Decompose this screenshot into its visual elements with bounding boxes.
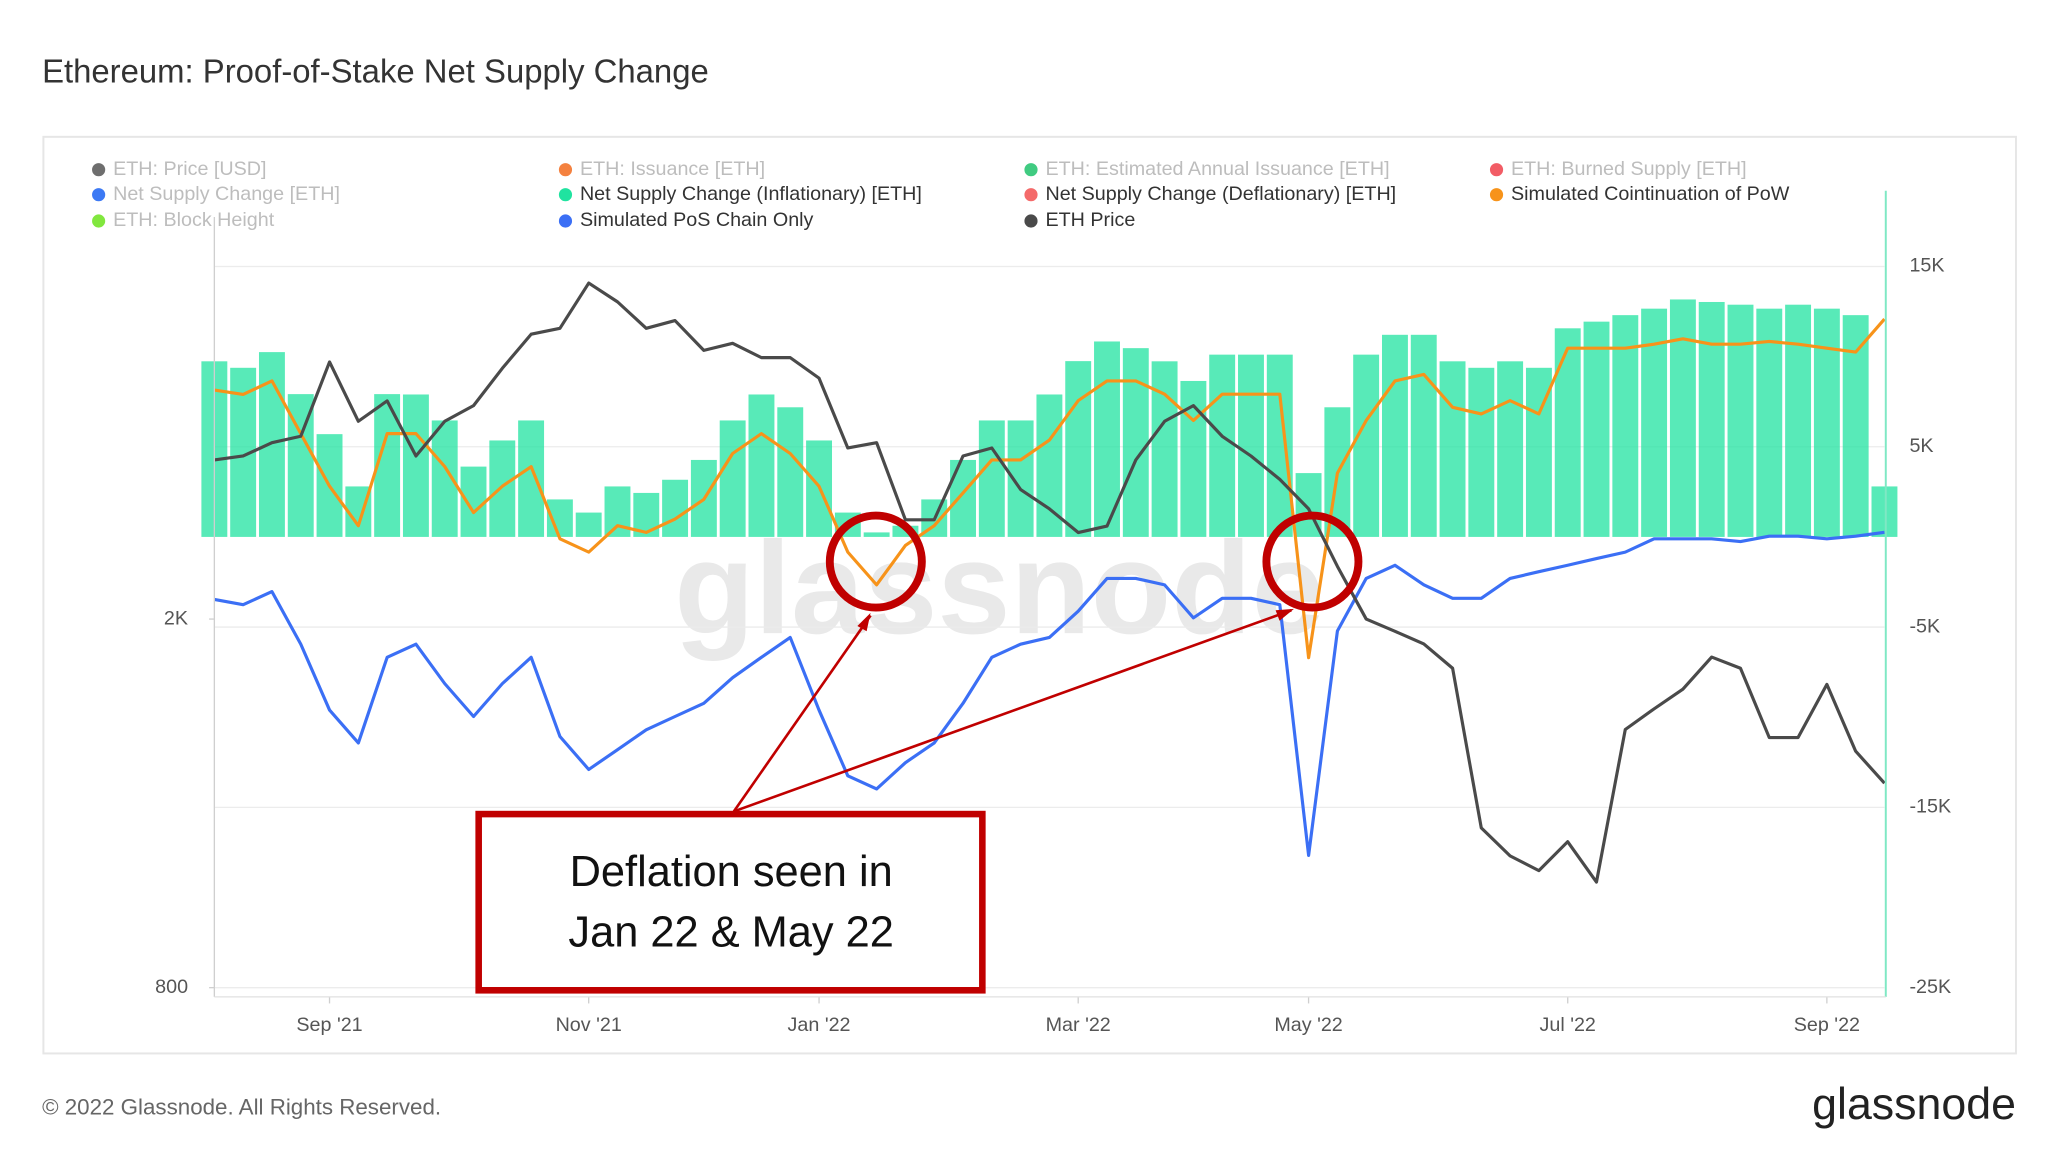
highlight-circle	[825, 511, 926, 612]
legend-label: ETH Price	[1045, 209, 1135, 231]
annotation-text: Jan 22 & May 22	[568, 909, 894, 957]
legend-swatch	[558, 163, 573, 177]
legend-swatch	[1489, 188, 1504, 202]
bar	[402, 394, 429, 537]
bar	[748, 394, 775, 537]
bar	[950, 459, 976, 537]
y2-tick-label: 15K	[1909, 255, 1944, 277]
legend-swatch	[558, 214, 573, 228]
annotation-group: Deflation seen in Jan 22 & May 22	[475, 511, 1363, 994]
bar	[1353, 354, 1380, 537]
legend-label: Simulated Cointinuation of PoW	[1511, 183, 1790, 205]
x-tick-label: Sep '21	[296, 1014, 362, 1036]
bar	[1842, 315, 1869, 537]
bar	[460, 466, 487, 537]
bar	[1554, 328, 1581, 537]
bar	[1266, 354, 1293, 537]
bar	[1468, 367, 1495, 537]
bar	[863, 532, 890, 537]
bar	[1065, 361, 1092, 537]
x-tick-label: Jan '22	[788, 1014, 851, 1036]
y-tick-label: 800	[155, 976, 188, 998]
legend-label: ETH: Issuance [ETH]	[580, 158, 765, 180]
x-tick-label: Jul '22	[1540, 1014, 1596, 1036]
bar	[1756, 308, 1783, 537]
x-tick-label: Sep '22	[1794, 1014, 1860, 1036]
bar	[575, 512, 602, 537]
plot-area: -25K -15K -5K 5K 15K 800 2K Sep '21 Nov '21 Jan '…	[155, 255, 1951, 1036]
legend-label: ETH: Block Height	[113, 209, 275, 231]
bar	[1727, 304, 1754, 537]
y2-tick-label: -25K	[1909, 976, 1951, 998]
bar	[662, 479, 689, 537]
y2-tick-label: -15K	[1909, 796, 1951, 818]
bar	[777, 407, 804, 537]
legend-swatch	[92, 163, 106, 177]
x-tick-label: May '22	[1274, 1014, 1342, 1036]
arrow	[733, 609, 1292, 813]
legend-swatch	[1024, 214, 1038, 228]
logo: glassnode	[1812, 1080, 2016, 1129]
arrow	[732, 614, 872, 813]
legend-label: Net Supply Change (Inflationary) [ETH]	[580, 183, 922, 205]
bar	[1410, 334, 1437, 537]
bar	[978, 420, 1005, 537]
bar	[1209, 354, 1236, 537]
legend-label: Simulated PoS Chain Only	[580, 209, 814, 231]
legend-swatch	[92, 188, 106, 202]
line	[214, 318, 1886, 660]
bar	[489, 440, 516, 537]
bar	[1669, 299, 1696, 537]
x-tick-label: Nov '21	[556, 1014, 622, 1036]
legend-swatch	[558, 188, 573, 202]
bar	[1813, 308, 1840, 537]
bar	[1583, 321, 1610, 537]
annotation-text: Deflation seen in	[570, 848, 893, 896]
legend-swatch	[92, 214, 106, 228]
chart-title: Ethereum: Proof-of-Stake Net Supply Chan…	[42, 52, 709, 89]
bar	[518, 420, 545, 537]
legend-label: ETH: Estimated Annual Issuance [ETH]	[1045, 158, 1389, 180]
bar	[1036, 394, 1063, 537]
line	[214, 281, 1886, 884]
legend-swatch	[1024, 188, 1038, 202]
y2-tick-label: 5K	[1909, 435, 1933, 457]
legend-label: Net Supply Change (Deflationary) [ETH]	[1045, 183, 1396, 205]
y2-tick-label: -5K	[1909, 615, 1940, 637]
y-tick-label: 2K	[164, 607, 188, 629]
highlight-circle	[1262, 511, 1363, 612]
bar	[1238, 354, 1264, 537]
bar	[1439, 361, 1466, 537]
bar	[1871, 486, 1898, 537]
plot-frame	[42, 135, 2017, 1055]
legend-swatch	[1489, 163, 1504, 177]
arrow-head	[1275, 608, 1295, 621]
legend-label: Net Supply Change [ETH]	[113, 183, 340, 205]
bar	[1122, 348, 1149, 537]
bar	[1698, 301, 1725, 537]
x-tick-label: Mar '22	[1046, 1014, 1111, 1036]
bar	[719, 420, 746, 537]
annotation-box	[475, 810, 986, 994]
bar	[1612, 315, 1639, 537]
bar	[1381, 334, 1408, 537]
bar	[1151, 361, 1178, 537]
footer: © 2022 Glassnode. All Rights Reserved.	[42, 1095, 441, 1120]
bar	[1785, 304, 1812, 537]
legend-label: ETH: Burned Supply [ETH]	[1511, 158, 1747, 180]
bar	[1497, 361, 1524, 537]
line	[214, 530, 1885, 857]
legend-swatch	[1024, 163, 1038, 177]
legend-label: ETH: Price [USD]	[113, 158, 266, 180]
arrow-head	[857, 612, 871, 632]
